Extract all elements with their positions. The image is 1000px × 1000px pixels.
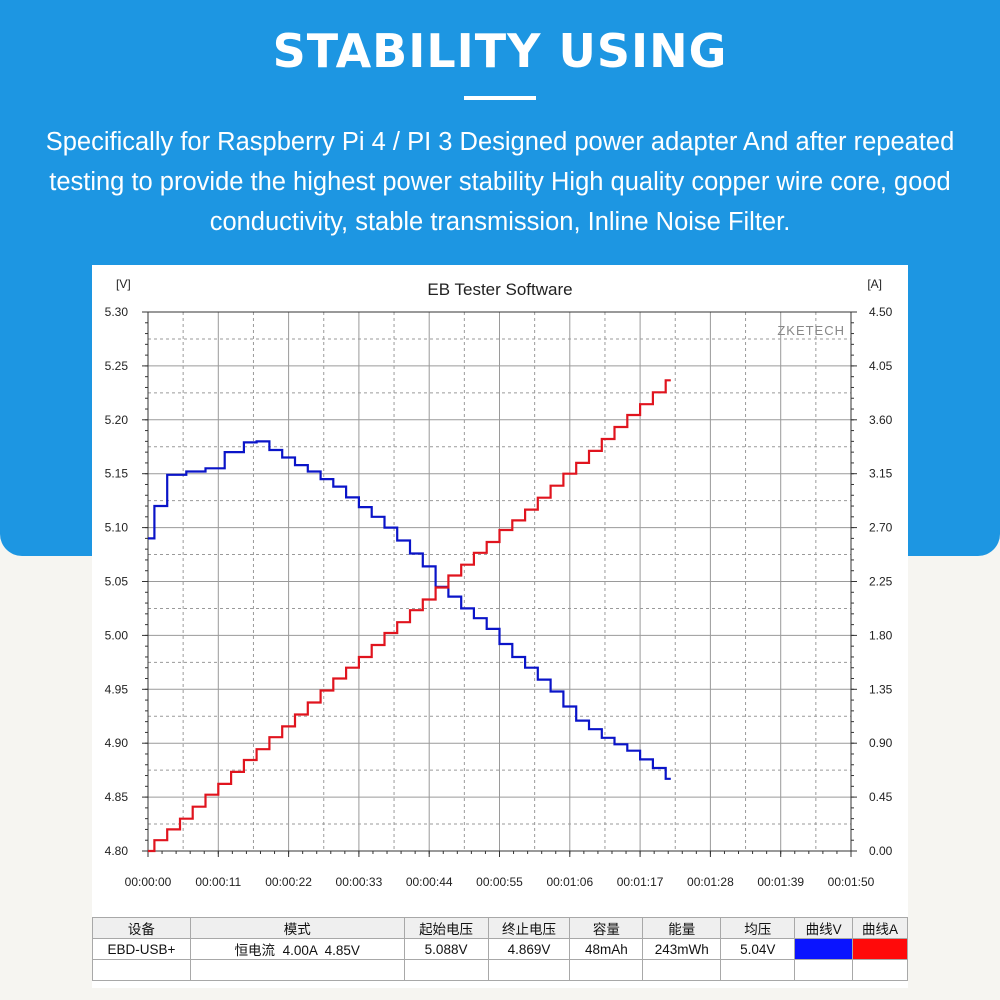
empty-cell	[720, 959, 796, 981]
chart-window: EB Tester Software [V] [A] 00:00:00 00:00…	[92, 265, 908, 988]
x-tick-label: 00:00:44	[406, 875, 453, 889]
cell-energy: 243mWh	[642, 938, 722, 960]
cell-capacity: 48mAh	[569, 938, 644, 960]
left-y-tick-label: 4.85	[105, 790, 129, 804]
header-avg-voltage: 均压	[720, 917, 796, 939]
right-y-tick-label: 4.05	[869, 359, 893, 373]
left-y-tick-label: 5.10	[105, 521, 129, 535]
empty-cell	[189, 959, 405, 981]
empty-cell	[852, 959, 908, 981]
title-divider	[464, 96, 536, 100]
cell-start-voltage: 5.088V	[403, 938, 489, 960]
cell-mode: 恒电流 4.00A 4.85V	[189, 938, 405, 960]
curve-v-swatch	[795, 939, 853, 959]
watermark-text: ZKETECH	[777, 323, 845, 338]
left-y-tick-label: 4.80	[105, 844, 129, 858]
header-end-voltage: 终止电压	[487, 917, 571, 939]
header-curve-a: 曲线A	[852, 917, 908, 939]
table-empty-row	[92, 959, 908, 981]
empty-cell	[569, 959, 644, 981]
left-y-tick-label: 4.90	[105, 736, 129, 750]
cell-curve-v-swatch	[794, 938, 854, 960]
header-mode: 模式	[189, 917, 405, 939]
left-y-tick-label: 5.25	[105, 359, 129, 373]
curve-a-swatch	[853, 939, 907, 959]
x-tick-label: 00:01:06	[546, 875, 593, 889]
x-tick-label: 00:00:22	[265, 875, 312, 889]
cell-device: EBD-USB+	[92, 938, 191, 960]
header-curve-v: 曲线V	[794, 917, 854, 939]
right-y-tick-label: 3.60	[869, 413, 893, 427]
x-tick-label: 00:00:55	[476, 875, 523, 889]
empty-cell	[403, 959, 489, 981]
empty-cell	[794, 959, 854, 981]
header-capacity: 容量	[569, 917, 644, 939]
right-y-tick-label: 0.45	[869, 790, 893, 804]
left-y-tick-label: 4.95	[105, 682, 129, 696]
header-device: 设备	[92, 917, 191, 939]
right-y-tick-label: 1.80	[869, 628, 893, 642]
current-series-line	[148, 379, 671, 853]
empty-cell	[487, 959, 571, 981]
header-start-voltage: 起始电压	[403, 917, 489, 939]
x-tick-label: 00:01:39	[757, 875, 804, 889]
left-y-tick-label: 5.15	[105, 467, 129, 481]
table-row: EBD-USB+ 恒电流 4.00A 4.85V 5.088V 4.869V 4…	[92, 938, 908, 960]
header-energy: 能量	[642, 917, 722, 939]
right-y-tick-label: 0.90	[869, 736, 893, 750]
page-title: STABILITY USING	[272, 24, 728, 78]
x-tick-label: 00:01:50	[828, 875, 875, 889]
empty-cell	[92, 959, 191, 981]
left-axis-unit: [V]	[116, 277, 131, 291]
right-y-tick-label: 2.70	[869, 521, 893, 535]
x-tick-label: 00:00:00	[125, 875, 172, 889]
right-axis-unit: [A]	[867, 277, 882, 291]
right-y-tick-label: 3.15	[869, 467, 893, 481]
x-tick-label: 00:00:11	[195, 875, 241, 889]
description-text: Specifically for Raspberry Pi 4 / PI 3 D…	[45, 128, 955, 236]
x-tick-label: 00:00:33	[336, 875, 383, 889]
left-y-tick-label: 5.00	[105, 628, 129, 642]
stats-table: 设备 模式 起始电压 终止电压 容量 能量 均压 曲线V 曲线A EBD-USB…	[92, 917, 908, 981]
chart-title: EB Tester Software	[427, 280, 573, 299]
right-y-tick-label: 4.50	[869, 305, 893, 319]
voltage-series-line	[148, 440, 671, 780]
table-header-row: 设备 模式 起始电压 终止电压 容量 能量 均压 曲线V 曲线A	[92, 917, 908, 939]
left-y-tick-label: 5.05	[105, 575, 129, 589]
left-y-tick-label: 5.20	[105, 413, 129, 427]
right-y-tick-label: 2.25	[869, 575, 893, 589]
empty-cell	[642, 959, 722, 981]
cell-end-voltage: 4.869V	[487, 938, 571, 960]
left-y-tick-label: 5.30	[105, 305, 129, 319]
x-tick-label: 00:01:28	[687, 875, 734, 889]
right-y-tick-label: 0.00	[869, 844, 893, 858]
right-y-tick-label: 1.35	[869, 682, 893, 696]
chart-plot-area: 00:00:00 00:00:11 00:00:22 00:00:33 00:00:44…	[105, 305, 893, 889]
cell-curve-a-swatch	[852, 938, 908, 960]
x-tick-label: 00:01:17	[617, 875, 664, 889]
cell-avg-voltage: 5.04V	[720, 938, 796, 960]
